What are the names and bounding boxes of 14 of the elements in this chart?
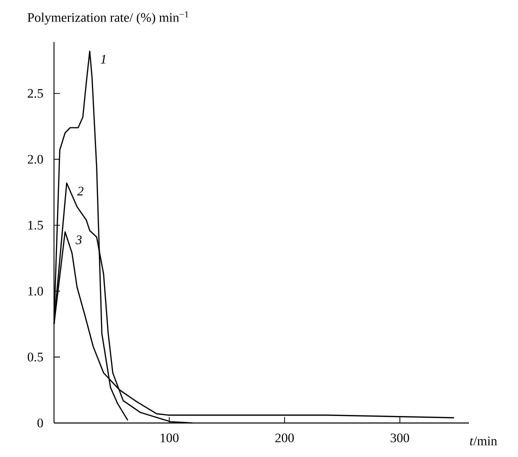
y-tick-label: 1.5 xyxy=(28,220,43,230)
y-tick-label: 0 xyxy=(37,418,43,428)
x-tick-label: 200 xyxy=(275,434,294,442)
x-tick-label: 300 xyxy=(390,434,410,442)
y-tick-label: 2.0 xyxy=(28,154,43,164)
y-tick-label: 0.5 xyxy=(28,352,43,362)
series-label: 2 xyxy=(77,186,84,196)
x-axis-title: t/min xyxy=(470,436,498,446)
y-tick-label: 2.5 xyxy=(28,89,43,98)
x-tick-label: 100 xyxy=(160,434,179,442)
series-label: 1 xyxy=(100,54,106,64)
y-axis-title: Polymerization rate/ (%) min$^{−1}$ xyxy=(28,11,188,25)
y-tick-label: 1.0 xyxy=(28,286,43,296)
series-label: 3 xyxy=(76,235,82,244)
